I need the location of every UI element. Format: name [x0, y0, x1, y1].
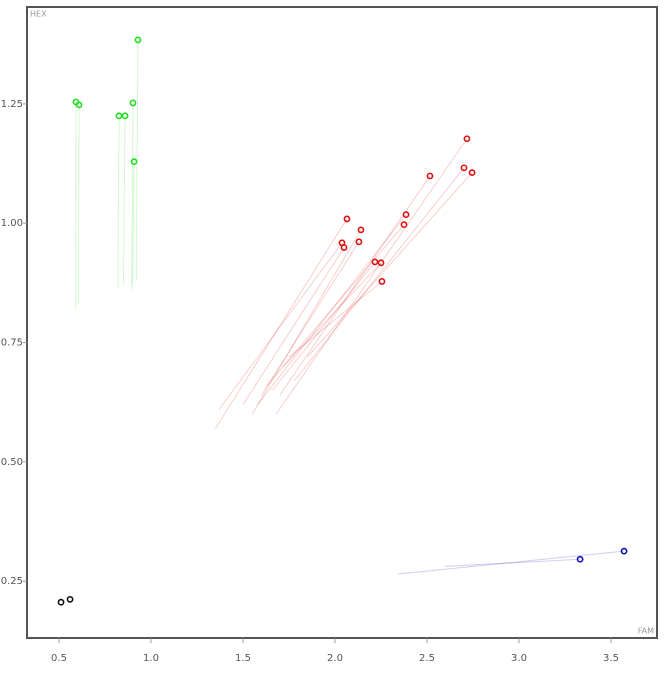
- point: [340, 244, 348, 251]
- point: [121, 112, 129, 120]
- x-tick-label: 3.0: [511, 653, 527, 664]
- point: [378, 278, 386, 285]
- trail: [251, 229, 362, 415]
- y-axis-label: HEX: [30, 10, 47, 19]
- y-tick-label: 0.75: [1, 338, 23, 349]
- trail: [283, 262, 382, 367]
- point: [463, 135, 471, 143]
- x-tick-label: 0.5: [51, 653, 67, 664]
- trail: [132, 161, 135, 286]
- point: [130, 158, 138, 166]
- trail: [288, 281, 383, 358]
- trail: [397, 550, 625, 575]
- y-tick-label: 0.25: [1, 576, 23, 587]
- x-tick-label: 2.0: [327, 653, 343, 664]
- trail: [260, 241, 360, 396]
- point: [426, 172, 434, 180]
- x-tick-label: 1.0: [143, 653, 159, 664]
- point: [371, 258, 379, 266]
- point: [134, 36, 142, 44]
- trail: [307, 172, 473, 358]
- point: [355, 238, 363, 246]
- trail: [77, 104, 80, 305]
- point: [75, 101, 83, 109]
- point: [357, 226, 365, 234]
- y-tick-label: 1.00: [1, 218, 23, 229]
- x-axis-label: FAM: [638, 627, 654, 636]
- trail: [131, 102, 134, 291]
- point: [57, 598, 65, 606]
- trail: [122, 115, 126, 286]
- trail: [445, 558, 581, 567]
- point: [400, 221, 408, 229]
- trail: [266, 224, 405, 386]
- plot-frame: [26, 6, 658, 639]
- trail: [218, 242, 343, 410]
- trail: [242, 247, 345, 405]
- point: [576, 555, 584, 563]
- point: [402, 211, 410, 219]
- point: [129, 99, 137, 107]
- y-tick-label: 0.50: [1, 457, 23, 468]
- point: [343, 215, 351, 223]
- x-tick-label: 3.5: [603, 653, 619, 664]
- point: [377, 259, 385, 267]
- trail: [294, 167, 465, 382]
- x-tick-label: 1.5: [235, 653, 251, 664]
- trail: [214, 218, 348, 429]
- point: [115, 112, 123, 120]
- x-tick-label: 2.5: [419, 653, 435, 664]
- trail: [117, 115, 120, 288]
- point: [66, 595, 74, 603]
- point: [460, 164, 468, 172]
- point: [620, 547, 628, 555]
- point: [468, 169, 476, 177]
- y-tick-label: 1.25: [1, 99, 23, 110]
- trail: [257, 214, 407, 405]
- trail: [272, 261, 376, 391]
- trail: [275, 138, 468, 415]
